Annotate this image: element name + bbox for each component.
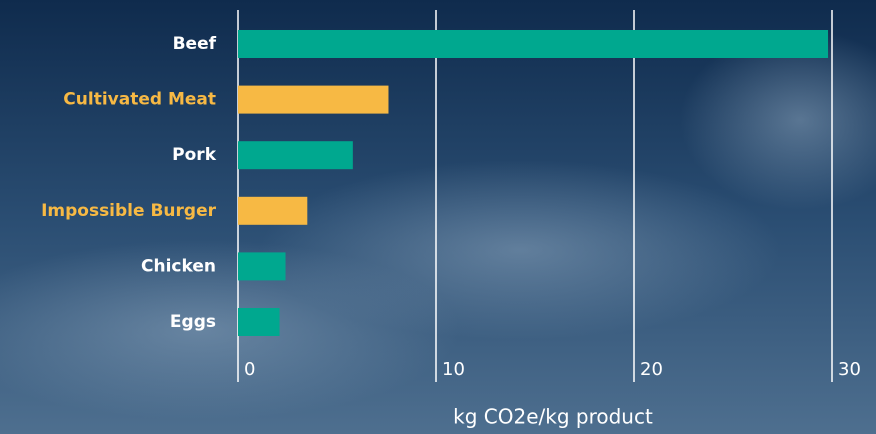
x-axis-label: kg CO2e/kg product <box>453 405 653 429</box>
cloud <box>0 240 460 420</box>
y-tick-label: Eggs <box>170 312 216 332</box>
x-tick-label: 0 <box>244 359 255 380</box>
bar <box>238 141 353 170</box>
y-tick-label: Beef <box>173 34 217 54</box>
bar <box>238 196 308 225</box>
cloud <box>680 30 876 210</box>
x-tick-label: 30 <box>838 359 861 380</box>
y-tick-label: Cultivated Meat <box>63 90 216 110</box>
y-tick-label: Chicken <box>141 256 216 276</box>
bar <box>238 85 389 114</box>
x-tick-label: 20 <box>640 359 663 380</box>
bar <box>238 252 286 281</box>
y-tick-label: Pork <box>172 145 217 165</box>
bar <box>238 30 829 58</box>
x-tick-label: 10 <box>442 359 465 380</box>
y-tick-label: Impossible Burger <box>41 201 217 221</box>
bar <box>238 308 280 336</box>
